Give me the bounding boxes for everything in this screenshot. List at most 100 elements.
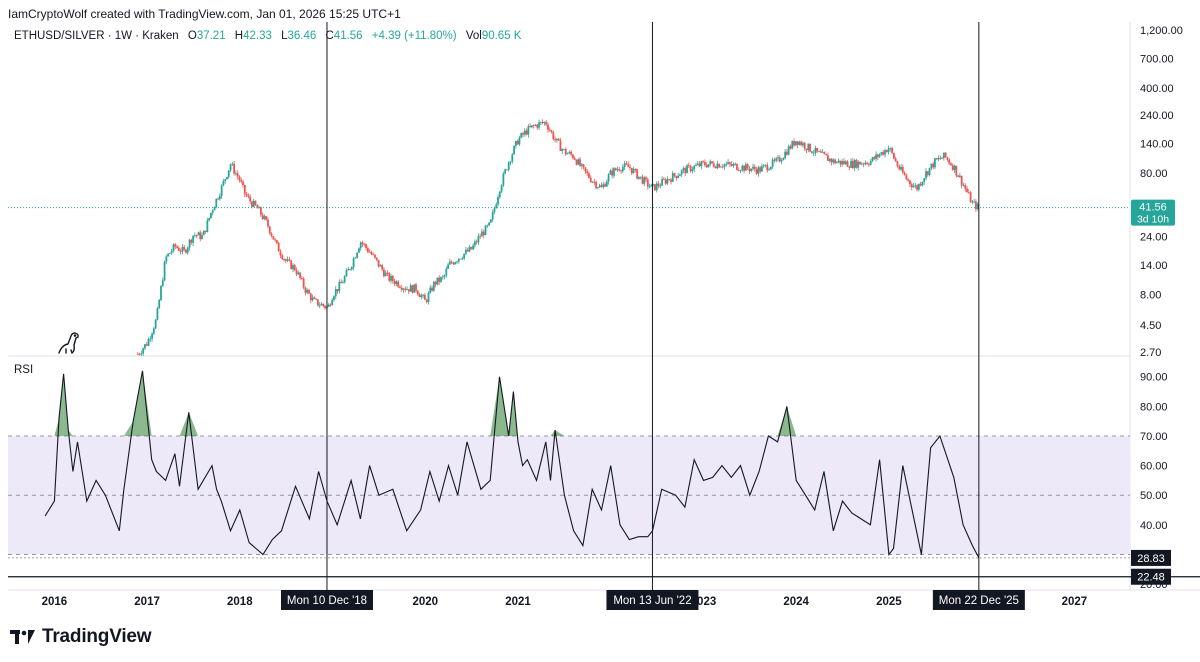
- candle-body: [486, 225, 489, 227]
- candle-body: [431, 287, 433, 291]
- candle-body: [859, 161, 861, 165]
- candle-body: [454, 262, 457, 265]
- price-axis-tick: 24.00: [1140, 232, 1168, 244]
- candle-body: [655, 183, 658, 191]
- candle-body: [654, 184, 656, 191]
- candle-body: [796, 141, 799, 145]
- candle-body: [609, 170, 612, 175]
- candle-body: [349, 269, 351, 270]
- candle-body: [152, 328, 155, 334]
- candle-body: [611, 170, 614, 176]
- candle-body: [596, 187, 599, 189]
- candle-body: [570, 151, 573, 155]
- rsi-axis-tick: 80.00: [1140, 401, 1168, 413]
- candle-body: [375, 257, 378, 260]
- candle-body: [721, 166, 724, 168]
- symbol-label[interactable]: ETHUSD/SILVER · 1W · Kraken: [14, 30, 179, 42]
- close-value: 41.56: [334, 30, 363, 42]
- candle-body: [318, 305, 321, 307]
- author-caption: IamCryptoWolf created with TradingView.c…: [8, 7, 401, 21]
- candle-body: [195, 235, 198, 236]
- candle-body: [361, 242, 364, 244]
- candle-body: [438, 277, 441, 282]
- candle-body: [550, 130, 553, 133]
- candle-body: [272, 236, 275, 240]
- candle-body: [400, 287, 403, 290]
- candle-body: [158, 299, 161, 309]
- candle-body: [215, 198, 218, 208]
- candle-body: [712, 163, 715, 167]
- candle-body: [504, 169, 507, 174]
- candle-body: [844, 161, 847, 165]
- rsi-axis-tick: 90.00: [1140, 372, 1168, 384]
- candle-body: [896, 161, 899, 167]
- candle-body: [775, 158, 778, 161]
- price-axis-tick: 8.00: [1140, 290, 1161, 302]
- candle-body: [514, 140, 517, 146]
- rsi-axis-tick: 40.00: [1140, 520, 1168, 532]
- candle-body: [390, 276, 392, 281]
- candle-body: [687, 165, 690, 167]
- candle-body: [878, 154, 881, 157]
- candle-body: [851, 160, 854, 169]
- candle-body: [163, 261, 166, 281]
- candle-body: [555, 138, 558, 141]
- candle-body: [698, 163, 701, 167]
- candle-body: [728, 162, 731, 164]
- candle-body: [794, 141, 797, 146]
- candle-body: [500, 185, 503, 192]
- low-label: L: [281, 30, 288, 42]
- candle-body: [580, 164, 583, 166]
- candle-body: [447, 264, 449, 269]
- candle-body: [821, 151, 824, 153]
- candle-body: [523, 130, 526, 135]
- candle-body: [352, 258, 355, 268]
- candle-body: [588, 173, 590, 178]
- candle-body: [341, 282, 344, 284]
- rsi-overbought-fill: [123, 421, 134, 436]
- candle-body: [199, 232, 202, 240]
- candle-body: [618, 169, 621, 171]
- candle-body: [358, 248, 360, 253]
- candle-body: [279, 251, 282, 256]
- candle-body: [151, 333, 153, 339]
- candle-body: [404, 288, 407, 290]
- footer-logo[interactable]: TradingView: [10, 626, 152, 648]
- candle-body: [705, 165, 708, 168]
- x-axis-tick: 2025: [876, 596, 902, 608]
- candle-body: [800, 141, 803, 146]
- candle-body: [354, 257, 357, 259]
- candle-body: [639, 176, 642, 178]
- candle-body: [629, 166, 631, 168]
- candle-body: [193, 235, 196, 236]
- candle-body: [752, 166, 754, 169]
- candle-body: [805, 148, 808, 151]
- candle-body: [894, 158, 897, 162]
- candle-body: [331, 300, 334, 306]
- price-pane: 1,200.00 700.00 400.00 240.00 140.00 80.00 24.…: [8, 25, 1183, 359]
- candle-body: [857, 161, 860, 168]
- candle-body: [921, 181, 924, 186]
- candle-body: [714, 166, 717, 169]
- candle-body: [372, 254, 375, 256]
- candle-body: [306, 289, 309, 293]
- last-price-tag: [1131, 199, 1175, 226]
- price-axis-tick: 2.70: [1140, 347, 1161, 359]
- candle-body: [541, 121, 544, 123]
- candle-body: [869, 161, 872, 165]
- candle-body: [734, 163, 737, 165]
- candle-body: [395, 281, 398, 285]
- candle-body: [554, 139, 556, 141]
- candle-body: [532, 125, 535, 127]
- candle-body: [803, 143, 806, 149]
- candle-body: [819, 151, 822, 153]
- candle-body: [909, 180, 911, 185]
- candle-body: [950, 163, 952, 166]
- candle-body: [374, 254, 376, 258]
- candle-body: [381, 265, 384, 270]
- candle-body: [345, 270, 348, 277]
- candle-body: [297, 272, 300, 275]
- volume-value: 90.65 K: [482, 30, 522, 42]
- candle-body: [276, 240, 278, 243]
